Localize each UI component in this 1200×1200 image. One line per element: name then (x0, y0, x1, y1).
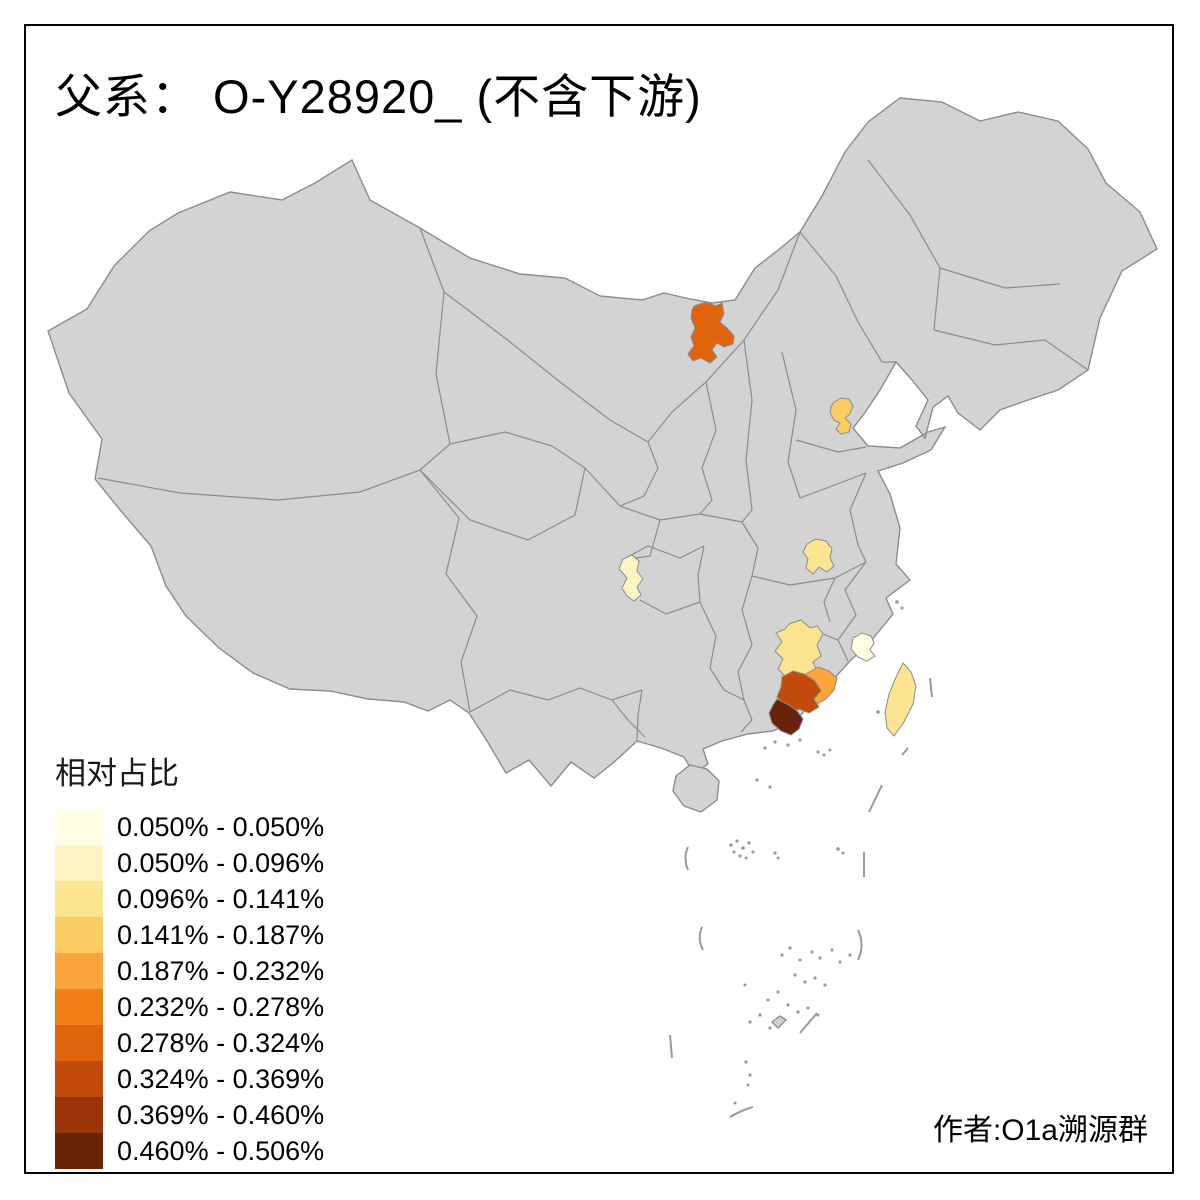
legend-row: 0.232% - 0.278% (55, 989, 324, 1025)
legend-label: 0.324% - 0.369% (117, 1064, 325, 1094)
legend-title: 相对占比 (55, 756, 179, 791)
legend-label: 0.050% - 0.096% (117, 848, 325, 878)
author-credit: 作者:O1a溯源群 (932, 1114, 1148, 1147)
legend-row: 0.050% - 0.096% (55, 845, 324, 881)
legend-swatch (55, 845, 103, 881)
legend-swatch (55, 1133, 103, 1169)
legend-row: 0.324% - 0.369% (55, 1061, 324, 1097)
map-region-chongqing-west (618, 554, 644, 602)
legend-label: 0.232% - 0.278% (117, 992, 325, 1022)
sea-islands-and-dashes (669, 600, 933, 1118)
legend-swatch (55, 1097, 103, 1133)
legend-swatch (55, 809, 103, 845)
legend-row: 0.050% - 0.050% (55, 809, 324, 845)
legend-swatch (55, 1061, 103, 1097)
legend-label: 0.187% - 0.232% (117, 956, 325, 986)
legend-swatch (55, 917, 103, 953)
legend-label: 0.460% - 0.506% (117, 1136, 325, 1166)
legend-row: 0.278% - 0.324% (55, 1025, 324, 1061)
page-title: 父系： O-Y28920_ (不含下游) (55, 70, 702, 123)
legend-label: 0.096% - 0.141% (117, 884, 325, 914)
map-region-fujian-coast (850, 632, 876, 662)
highlighted-regions (618, 301, 917, 737)
legend-label: 0.278% - 0.324% (117, 1028, 325, 1058)
legend-swatch (55, 989, 103, 1025)
legend-row: 0.460% - 0.506% (55, 1133, 324, 1169)
legend-swatch (55, 953, 103, 989)
legend-label: 0.050% - 0.050% (117, 812, 325, 842)
legend-label: 0.141% - 0.187% (117, 920, 325, 950)
legend: 相对占比 0.050% - 0.050% 0.050% - 0.096% 0.0… (55, 748, 324, 1169)
plot-frame (24, 24, 1174, 1174)
spratly-sliver-island (770, 1015, 788, 1029)
legend-row: 0.187% - 0.232% (55, 953, 324, 989)
legend-row: 0.096% - 0.141% (55, 881, 324, 917)
map-region-guangdong-south-coast (768, 698, 804, 736)
map-region-inner-mongolia-central (687, 301, 735, 364)
hainan-island-shape (672, 764, 720, 813)
legend-swatch (55, 1025, 103, 1061)
map-region-taiwan (884, 662, 917, 737)
mainland-china-shape (47, 97, 1158, 788)
map-region-guangdong-northeast (776, 670, 822, 714)
map-region-henan-south (802, 538, 835, 575)
legend-row: 0.369% - 0.460% (55, 1097, 324, 1133)
legend-label: 0.369% - 0.460% (117, 1100, 325, 1130)
map-region-shandong-west (829, 397, 854, 435)
province-borders (97, 159, 1089, 742)
legend-row: 0.141% - 0.187% (55, 917, 324, 953)
legend-swatch (55, 881, 103, 917)
